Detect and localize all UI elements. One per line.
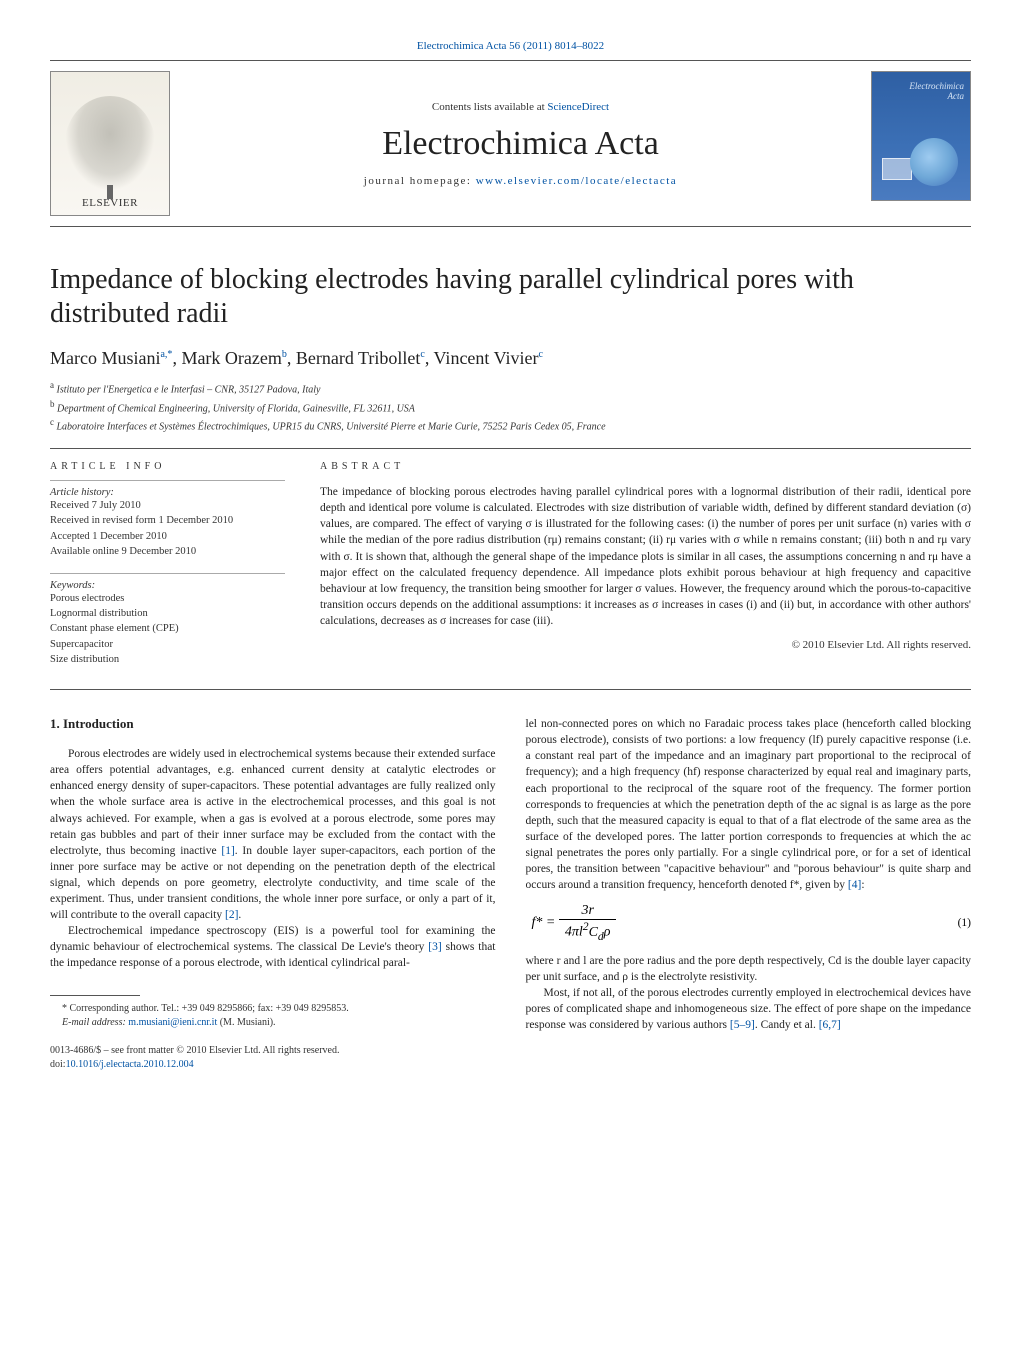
abstract-label: abstract [320, 461, 971, 472]
article-history-heading: Article history: [50, 487, 285, 498]
abstract-column: abstract The impedance of blocking porou… [320, 461, 971, 681]
journal-title: Electrochimica Acta [382, 125, 659, 163]
article-title: Impedance of blocking electrodes having … [50, 263, 971, 330]
keywords-heading: Keywords: [50, 580, 285, 591]
body-columns: 1. Introduction Porous electrodes are wi… [50, 716, 971, 1072]
publisher-logo[interactable]: ELSEVIER [50, 71, 170, 216]
keyword-line: Supercapacitor [50, 637, 285, 652]
keyword-line: Porous electrodes [50, 591, 285, 606]
authors-line: Marco Musiania,*, Mark Orazemb, Bernard … [50, 348, 971, 369]
keyword-line: Lognormal distribution [50, 606, 285, 621]
keyword-line: Size distribution [50, 652, 285, 667]
abstract-copyright: © 2010 Elsevier Ltd. All rights reserved… [320, 639, 971, 651]
meta-footer: 0013-4686/$ – see front matter © 2010 El… [50, 1044, 496, 1072]
history-line: Available online 9 December 2010 [50, 544, 285, 559]
body-paragraph: Porous electrodes are widely used in ele… [50, 746, 496, 923]
journal-homepage-line: journal homepage: www.elsevier.com/locat… [364, 175, 677, 187]
email-link[interactable]: m.musiani@ieni.cnr.it [128, 1017, 217, 1028]
email-suffix: (M. Musiani). [217, 1017, 275, 1028]
journal-reference: Electrochimica Acta 56 (2011) 8014–8022 [50, 40, 971, 52]
elsevier-tree-icon [65, 96, 155, 191]
abstract-divider [50, 689, 971, 690]
header-center: Contents lists available at ScienceDirec… [190, 71, 851, 216]
journal-cover-thumbnail[interactable]: ElectrochimicaActa [871, 71, 971, 201]
email-footnote: E-mail address: m.musiani@ieni.cnr.it (M… [50, 1016, 496, 1030]
keywords-block: Keywords: Porous electrodesLognormal dis… [50, 573, 285, 667]
affiliations-block: a Istituto per l'Energetica e le Interfa… [50, 379, 971, 434]
contents-prefix: Contents lists available at [432, 101, 547, 113]
journal-header: ELSEVIER Contents lists available at Sci… [50, 61, 971, 227]
doi-prefix: doi: [50, 1059, 66, 1070]
doi-link[interactable]: 10.1016/j.electacta.2010.12.004 [66, 1059, 194, 1070]
journal-homepage-link[interactable]: www.elsevier.com/locate/electacta [476, 175, 678, 187]
cover-globe-icon [910, 138, 958, 186]
footnote-separator [50, 995, 140, 996]
introduction-heading: 1. Introduction [50, 716, 496, 732]
equation-formula: f* = 3r4πl2Cdρ [532, 903, 617, 942]
corresponding-author-footnote: * Corresponding author. Tel.: +39 049 82… [50, 1002, 496, 1016]
equation-1: f* = 3r4πl2Cdρ (1) [526, 903, 972, 942]
cover-inset-icon [882, 158, 912, 180]
sciencedirect-link[interactable]: ScienceDirect [547, 101, 609, 113]
contents-available-line: Contents lists available at ScienceDirec… [432, 101, 609, 113]
abstract-text: The impedance of blocking porous electro… [320, 480, 971, 629]
history-line: Accepted 1 December 2010 [50, 529, 285, 544]
history-line: Received 7 July 2010 [50, 498, 285, 513]
article-info-column: article info Article history: Received 7… [50, 461, 285, 681]
body-paragraph: Electrochemical impedance spectroscopy (… [50, 923, 496, 971]
article-info-label: article info [50, 461, 285, 472]
right-column: lel non-connected pores on which no Fara… [526, 716, 972, 1072]
info-abstract-row: article info Article history: Received 7… [50, 448, 971, 681]
cover-title: ElectrochimicaActa [909, 82, 964, 102]
equation-number: (1) [958, 917, 971, 929]
body-paragraph: Most, if not all, of the porous electrod… [526, 985, 972, 1033]
history-line: Received in revised form 1 December 2010 [50, 513, 285, 528]
article-history-block: Article history: Received 7 July 2010Rec… [50, 480, 285, 559]
affiliation-line: a Istituto per l'Energetica e le Interfa… [50, 379, 971, 397]
homepage-prefix: journal homepage: [364, 175, 476, 187]
body-paragraph: lel non-connected pores on which no Fara… [526, 716, 972, 893]
front-matter-line: 0013-4686/$ – see front matter © 2010 El… [50, 1044, 496, 1058]
affiliation-line: c Laboratoire Interfaces et Systèmes Éle… [50, 416, 971, 434]
email-label: E-mail address: [62, 1017, 128, 1028]
left-column: 1. Introduction Porous electrodes are wi… [50, 716, 496, 1072]
body-paragraph: where r and l are the pore radius and th… [526, 953, 972, 985]
affiliation-line: b Department of Chemical Engineering, Un… [50, 398, 971, 416]
keyword-line: Constant phase element (CPE) [50, 621, 285, 636]
